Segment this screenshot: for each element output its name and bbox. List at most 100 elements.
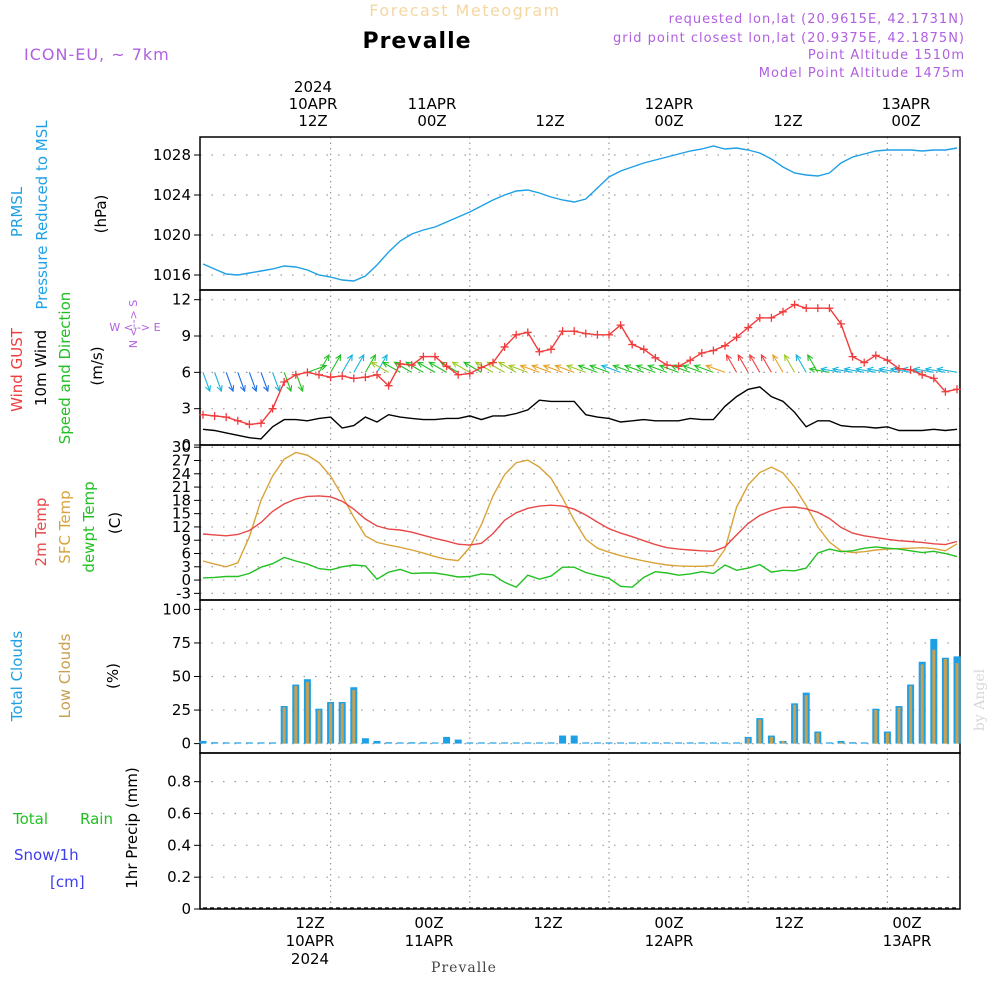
wind-arrow-head	[807, 353, 814, 362]
gust-marker	[489, 358, 497, 367]
wind-arrow-head	[565, 364, 574, 371]
wind-arrow	[694, 364, 714, 373]
panel-frame	[199, 444, 961, 601]
total-cloud-bar	[489, 742, 497, 744]
label-snow-unit: [cm]	[50, 873, 85, 891]
total-cloud-bar	[733, 742, 741, 744]
y-tick-label: 30	[172, 438, 191, 456]
sfc-temp-line	[202, 451, 958, 568]
gust-marker	[419, 352, 428, 361]
gust-marker	[268, 404, 277, 413]
gust-marker	[431, 352, 439, 361]
gust-marker	[199, 410, 207, 419]
gust-marker	[523, 328, 532, 337]
total-cloud-bar	[234, 742, 242, 744]
low-cloud-bar	[804, 695, 808, 744]
meteogram-title: Forecast Meteogram	[369, 1, 560, 20]
wind-arrow	[648, 364, 668, 373]
compass-we: W <--> E	[109, 321, 160, 334]
gust-marker	[941, 387, 950, 396]
wind-arrow-head	[519, 364, 527, 371]
wind-arrow-head	[381, 353, 388, 362]
wind-arrow	[248, 372, 257, 392]
wind-arrow	[417, 361, 436, 373]
wind-arrow-head	[205, 385, 211, 393]
wind-panel: 0 3 6 9 12	[172, 289, 961, 454]
low-cloud-bar	[793, 704, 797, 744]
wind-arrow-head	[889, 366, 897, 373]
wind-arrow-head	[705, 364, 713, 371]
gust-marker	[233, 416, 242, 425]
y-tick-label: 0	[181, 436, 191, 454]
gust-marker	[500, 342, 509, 351]
total-cloud-bar	[454, 739, 462, 744]
gust-marker	[384, 381, 393, 390]
wind-arrow	[341, 354, 353, 373]
wind-arrow	[520, 364, 540, 373]
gust-marker	[280, 378, 289, 387]
total-cloud-bar	[628, 742, 636, 744]
label-prmsl: PRMSL	[8, 186, 26, 237]
low-cloud-bar	[909, 685, 913, 744]
gust-marker	[593, 330, 602, 339]
low-cloud-bar	[758, 719, 762, 744]
total-cloud-bar	[860, 742, 868, 744]
wind-arrow	[784, 354, 796, 373]
wind-arrow-head	[216, 385, 223, 393]
wind-arrow	[405, 361, 424, 373]
top-tick-l2: 12Z	[535, 112, 564, 130]
total-cloud-bar	[385, 742, 393, 744]
wind-arrow-head	[358, 353, 365, 362]
wind-arrow-head	[323, 353, 330, 362]
total-cloud-bar	[257, 742, 265, 744]
gust-marker	[547, 345, 555, 354]
y-tick-label: 18	[172, 491, 191, 509]
wind-arrow	[659, 364, 679, 373]
label-total-clouds: Total Clouds	[8, 631, 26, 723]
y-tick-label: 12	[172, 291, 191, 309]
wind-arrow-head	[346, 353, 353, 362]
pressure-line	[202, 145, 958, 282]
wind-arrow	[590, 364, 610, 373]
wind-arrow-head	[251, 385, 258, 393]
low-cloud-bar	[340, 703, 344, 744]
gust-marker	[790, 300, 799, 309]
wind-arrow-head	[228, 385, 235, 393]
top-tick-l2: 12Z	[298, 112, 327, 130]
y-tick-label: 15	[172, 505, 191, 523]
gust-marker	[605, 330, 613, 339]
wind-speed-line	[202, 386, 958, 440]
wind-arrow-head	[866, 366, 874, 373]
low-cloud-bar	[317, 710, 321, 744]
wind-arrow-head	[462, 361, 471, 368]
y-tick-label: 0.4	[167, 836, 191, 854]
wind-arrow-head	[843, 366, 851, 373]
wind-arrow-head	[772, 353, 779, 362]
wind-arrow	[202, 372, 211, 392]
total-cloud-bar	[408, 742, 416, 744]
label-sfc-temp: SFC Temp	[56, 490, 74, 563]
model-point-altitude: Model Point Altitude 1475m	[759, 66, 965, 81]
bottom-tick-l1: 12Z	[533, 914, 562, 932]
wind-arrow	[371, 361, 389, 373]
wind-arrow	[555, 364, 575, 373]
low-cloud-bar	[943, 659, 947, 744]
gust-marker	[651, 353, 660, 362]
requested-coords: requested lon,lat (20.9615E, 42.1731N)	[669, 12, 965, 27]
gust-marker	[361, 373, 370, 382]
gust-marker	[813, 304, 822, 313]
y-tick-label: 1016	[153, 266, 191, 284]
panel-labels: PRMSL Pressure Reduced to MSL (hPa) Wind…	[8, 120, 988, 891]
total-cloud-bar	[512, 742, 520, 744]
bottom-tick-l1: 00Z	[654, 914, 683, 932]
wind-arrow-head	[612, 364, 620, 371]
top-tick-l1: 13APR	[882, 95, 931, 113]
total-cloud-bar	[721, 742, 729, 744]
wind-arrow	[237, 372, 246, 392]
bottom-tick-l2: 10APR	[286, 932, 335, 950]
wind-arrow-head	[507, 364, 516, 371]
bottom-tick-l1: 12Z	[774, 914, 803, 932]
y-tick-label: 12	[172, 518, 191, 536]
gust-marker	[721, 341, 729, 350]
total-cloud-bar	[245, 742, 253, 744]
